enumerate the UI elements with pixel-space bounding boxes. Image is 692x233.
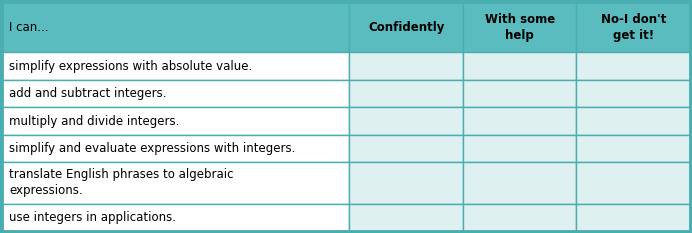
Bar [576, 203, 690, 231]
Text: With some
help: With some help [484, 13, 555, 42]
Bar [576, 2, 690, 52]
Bar [2, 135, 349, 162]
Bar [463, 80, 576, 107]
Bar [349, 107, 463, 135]
Bar [576, 80, 690, 107]
Bar [576, 135, 690, 162]
Text: No-I don't
get it!: No-I don't get it! [601, 13, 666, 42]
Bar [463, 107, 576, 135]
Bar [463, 52, 576, 80]
Bar [576, 107, 690, 135]
Bar [2, 2, 349, 52]
Bar [576, 162, 690, 203]
Text: multiply and divide integers.: multiply and divide integers. [9, 115, 179, 128]
Text: use integers in applications.: use integers in applications. [9, 211, 176, 224]
Bar [2, 203, 349, 231]
Text: I can...: I can... [9, 21, 48, 34]
Bar [463, 135, 576, 162]
Bar [463, 162, 576, 203]
Text: add and subtract integers.: add and subtract integers. [9, 87, 166, 100]
Bar [349, 162, 463, 203]
Bar [349, 2, 463, 52]
Bar [576, 52, 690, 80]
Text: simplify and evaluate expressions with integers.: simplify and evaluate expressions with i… [9, 142, 295, 155]
Bar [349, 135, 463, 162]
Bar [2, 80, 349, 107]
Bar [349, 52, 463, 80]
Text: translate English phrases to algebraic
expressions.: translate English phrases to algebraic e… [9, 168, 233, 197]
Bar [349, 80, 463, 107]
Bar [349, 203, 463, 231]
Bar [463, 2, 576, 52]
Text: simplify expressions with absolute value.: simplify expressions with absolute value… [9, 60, 252, 73]
Bar [463, 203, 576, 231]
Bar [2, 107, 349, 135]
Bar [2, 162, 349, 203]
Text: Confidently: Confidently [368, 21, 444, 34]
Bar [2, 52, 349, 80]
